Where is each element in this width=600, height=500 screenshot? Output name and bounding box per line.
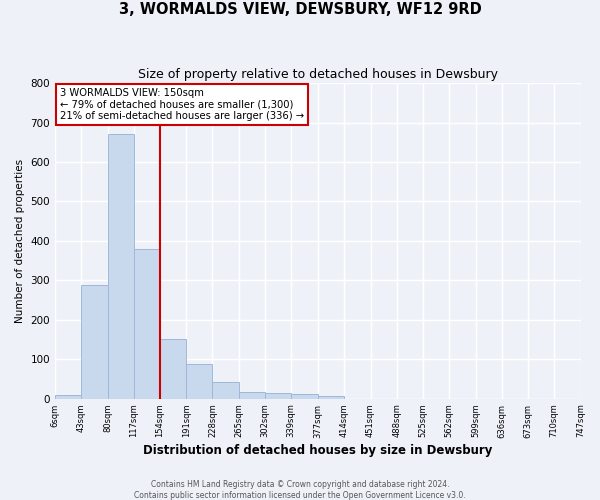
Text: Contains HM Land Registry data © Crown copyright and database right 2024.
Contai: Contains HM Land Registry data © Crown c… xyxy=(134,480,466,500)
Bar xyxy=(265,393,291,398)
Bar xyxy=(55,394,81,398)
Text: 3 WORMALDS VIEW: 150sqm
← 79% of detached houses are smaller (1,300)
21% of semi: 3 WORMALDS VIEW: 150sqm ← 79% of detache… xyxy=(60,88,304,121)
Text: 3, WORMALDS VIEW, DEWSBURY, WF12 9RD: 3, WORMALDS VIEW, DEWSBURY, WF12 9RD xyxy=(119,2,481,18)
Y-axis label: Number of detached properties: Number of detached properties xyxy=(15,159,25,323)
Bar xyxy=(212,382,239,398)
Bar xyxy=(134,249,160,398)
Bar xyxy=(186,364,212,398)
Title: Size of property relative to detached houses in Dewsbury: Size of property relative to detached ho… xyxy=(138,68,498,80)
Bar xyxy=(239,392,265,398)
Bar xyxy=(81,284,107,399)
Bar xyxy=(291,394,318,398)
Bar xyxy=(107,134,134,398)
Bar xyxy=(160,338,186,398)
X-axis label: Distribution of detached houses by size in Dewsbury: Distribution of detached houses by size … xyxy=(143,444,493,458)
Bar xyxy=(318,396,344,398)
